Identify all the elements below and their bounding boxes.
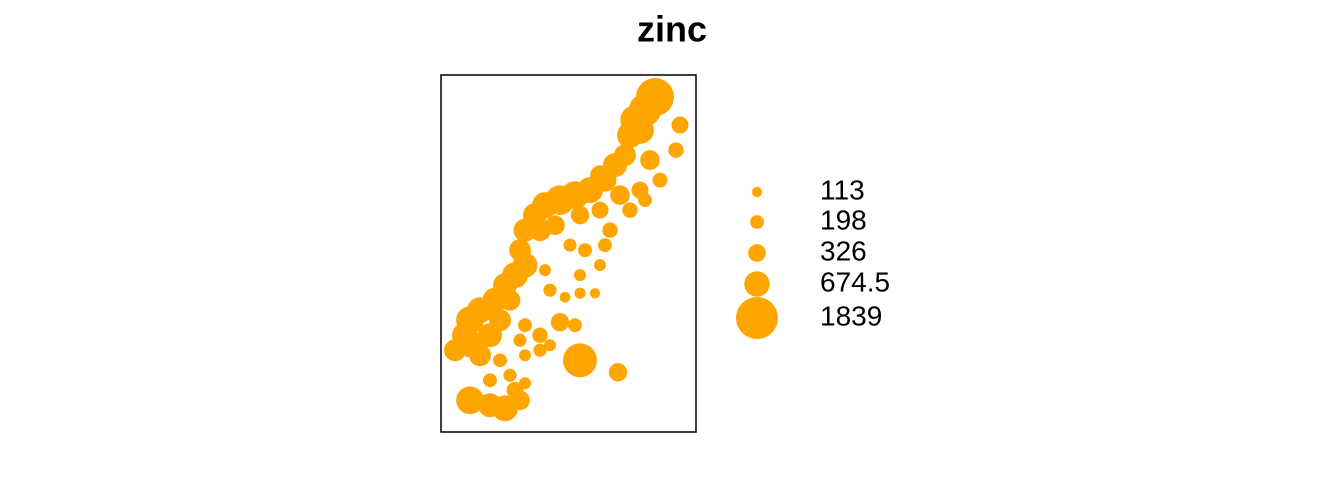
plot-frame — [440, 74, 697, 433]
bubble — [550, 313, 570, 332]
bubble — [506, 381, 524, 399]
bubble — [668, 142, 684, 158]
legend-symbol — [748, 244, 766, 262]
bubble — [489, 309, 511, 332]
bubble — [598, 238, 612, 253]
bubble — [671, 116, 689, 134]
bubble — [626, 116, 654, 144]
bubble — [513, 333, 527, 347]
bubble — [593, 259, 607, 272]
bubble — [518, 349, 532, 362]
bubble — [622, 202, 638, 218]
bubble — [543, 283, 557, 297]
bubble — [608, 363, 628, 382]
bubble — [602, 222, 618, 238]
bubble — [610, 185, 630, 205]
bubble — [568, 318, 582, 333]
bubble — [533, 343, 547, 357]
legend-symbol — [744, 271, 770, 297]
bubble — [574, 287, 586, 299]
bubble — [638, 193, 652, 208]
legend-label: 1839 — [820, 300, 882, 331]
legend-label: 198 — [820, 204, 867, 235]
bubble — [591, 201, 609, 219]
bubble — [469, 344, 491, 367]
bubble — [559, 291, 571, 303]
bubble — [563, 343, 597, 378]
legend-symbol — [735, 296, 779, 340]
chart-title: zinc — [637, 9, 707, 50]
bubble — [578, 243, 592, 258]
bubble — [640, 150, 660, 170]
bubble — [652, 172, 668, 188]
bubble — [570, 205, 590, 225]
bubble — [456, 386, 484, 415]
legend-symbol — [751, 186, 763, 198]
legend-label: 326 — [820, 235, 867, 266]
legend-label: 113 — [820, 174, 865, 205]
bubble — [518, 318, 532, 333]
bubble — [503, 368, 517, 382]
bubble — [483, 373, 497, 388]
bubble — [563, 238, 577, 252]
bubble — [493, 353, 507, 368]
bubble — [543, 339, 557, 352]
bubble — [573, 269, 587, 282]
legend-symbol — [750, 215, 764, 229]
bubble — [589, 288, 601, 299]
legend-label: 674.5 — [820, 266, 890, 297]
bubble — [538, 264, 552, 277]
bubble — [532, 327, 548, 343]
bubble — [545, 215, 565, 235]
bubble — [499, 289, 521, 311]
